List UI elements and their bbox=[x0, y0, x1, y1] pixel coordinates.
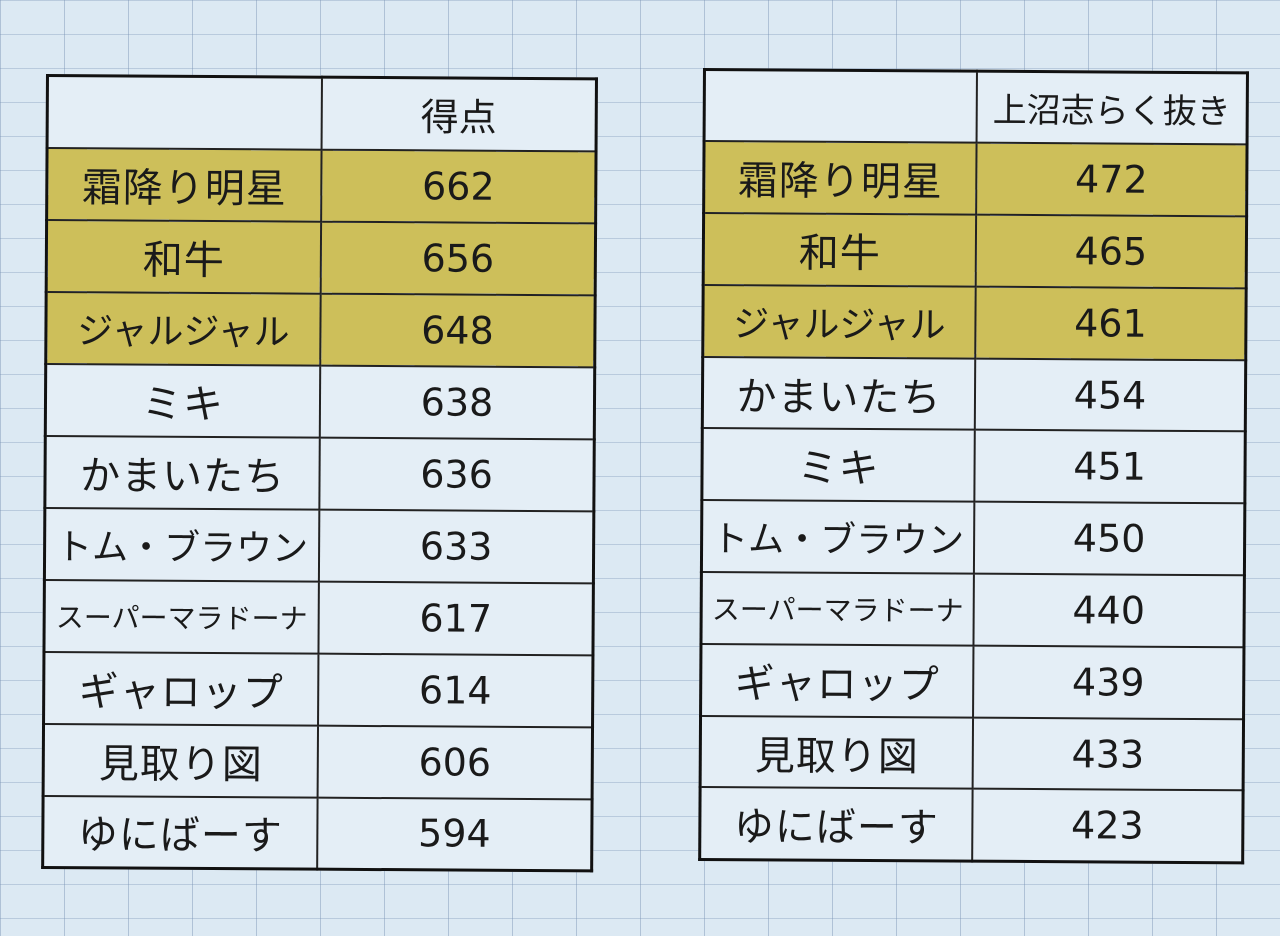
name-cell[interactable]: スーパーマラドーナ bbox=[700, 572, 974, 646]
name-cell[interactable]: ギャロップ bbox=[43, 651, 319, 726]
score-cell[interactable]: 636 bbox=[319, 437, 595, 511]
table-row: 見取り図 433 bbox=[700, 715, 1244, 791]
score-cell[interactable]: 433 bbox=[972, 717, 1244, 791]
name-cell[interactable]: 霜降り明星 bbox=[703, 141, 977, 215]
table-row: 霜降り明星 662 bbox=[46, 147, 597, 223]
score-cell[interactable]: 472 bbox=[976, 142, 1248, 217]
name-cell[interactable]: ミキ bbox=[45, 363, 321, 438]
header-name-cell[interactable] bbox=[704, 69, 977, 143]
table-row: かまいたち 636 bbox=[44, 435, 595, 511]
score-cell[interactable]: 656 bbox=[320, 221, 596, 295]
score-cell[interactable]: 423 bbox=[972, 789, 1244, 863]
table-row: ミキ 451 bbox=[701, 428, 1246, 504]
score-cell[interactable]: 451 bbox=[974, 430, 1246, 504]
header-score-cell[interactable]: 得点 bbox=[321, 77, 597, 151]
name-cell[interactable]: トム・ブラウン bbox=[701, 500, 975, 574]
name-cell[interactable]: 見取り図 bbox=[43, 723, 319, 798]
name-cell[interactable]: かまいたち bbox=[44, 435, 320, 510]
score-cell[interactable]: 450 bbox=[973, 501, 1245, 576]
name-cell[interactable]: ギャロップ bbox=[700, 643, 974, 718]
name-cell[interactable]: 見取り図 bbox=[700, 715, 974, 790]
score-cell[interactable]: 461 bbox=[975, 286, 1247, 361]
table-row: 和牛 465 bbox=[703, 213, 1247, 289]
table-row: 見取り図 606 bbox=[43, 723, 593, 799]
name-cell[interactable]: トム・ブラウン bbox=[44, 507, 320, 582]
score-table: 得点 霜降り明星 662 和牛 656 ジャルジャル 648 ミキ 638 かま… bbox=[41, 74, 598, 873]
score-cell[interactable]: 638 bbox=[319, 365, 595, 439]
header-score-cell[interactable]: 上沼志らく抜き bbox=[976, 71, 1248, 145]
score-cell[interactable]: 465 bbox=[975, 214, 1247, 289]
score-cell[interactable]: 439 bbox=[973, 645, 1244, 719]
name-cell[interactable]: ゆにばーす bbox=[699, 787, 973, 861]
table-row: 霜降り明星 472 bbox=[703, 141, 1248, 217]
table-row: かまいたち 454 bbox=[702, 356, 1246, 432]
score-table: 上沼志らく抜き 霜降り明星 472 和牛 465 ジャルジャル 461 かまいた… bbox=[698, 68, 1249, 865]
score-table-left: 得点 霜降り明星 662 和牛 656 ジャルジャル 648 ミキ 638 かま… bbox=[41, 74, 598, 873]
table-header-row: 上沼志らく抜き bbox=[704, 69, 1248, 145]
name-cell[interactable]: 霜降り明星 bbox=[46, 147, 322, 222]
score-cell[interactable]: 440 bbox=[973, 573, 1245, 648]
name-cell[interactable]: ゆにばーす bbox=[42, 795, 318, 870]
score-cell[interactable]: 617 bbox=[318, 581, 594, 655]
name-cell[interactable]: ジャルジャル bbox=[45, 291, 321, 366]
table-row: スーパーマラドーナ 617 bbox=[43, 579, 594, 655]
table-row: トム・ブラウン 450 bbox=[701, 500, 1245, 576]
table-header-row: 得点 bbox=[47, 75, 597, 151]
table-row: スーパーマラドーナ 440 bbox=[700, 572, 1245, 648]
table-row: ギャロップ 614 bbox=[43, 651, 593, 727]
name-cell[interactable]: 和牛 bbox=[46, 219, 322, 294]
table-row: ミキ 638 bbox=[45, 363, 595, 439]
score-cell[interactable]: 648 bbox=[320, 293, 596, 367]
score-cell[interactable]: 633 bbox=[318, 509, 594, 583]
score-cell[interactable]: 606 bbox=[317, 725, 593, 799]
score-cell[interactable]: 594 bbox=[317, 797, 593, 871]
table-row: ジャルジャル 648 bbox=[45, 291, 596, 367]
table-row: ギャロップ 439 bbox=[700, 643, 1244, 719]
table-row: 和牛 656 bbox=[46, 219, 596, 295]
table-row: トム・ブラウン 633 bbox=[44, 507, 594, 583]
header-name-cell[interactable] bbox=[47, 75, 322, 150]
name-cell[interactable]: かまいたち bbox=[702, 356, 976, 431]
name-cell[interactable]: 和牛 bbox=[703, 213, 977, 287]
score-cell[interactable]: 614 bbox=[318, 653, 593, 727]
score-cell[interactable]: 662 bbox=[321, 149, 597, 223]
name-cell[interactable]: スーパーマラドーナ bbox=[43, 579, 319, 654]
table-row: ジャルジャル 461 bbox=[702, 284, 1247, 361]
table-row: ゆにばーす 423 bbox=[699, 787, 1244, 863]
name-cell[interactable]: ミキ bbox=[701, 428, 975, 502]
name-cell[interactable]: ジャルジャル bbox=[702, 284, 976, 359]
score-table-right: 上沼志らく抜き 霜降り明星 472 和牛 465 ジャルジャル 461 かまいた… bbox=[698, 68, 1249, 865]
score-cell[interactable]: 454 bbox=[974, 358, 1246, 432]
table-row: ゆにばーす 594 bbox=[42, 795, 593, 871]
